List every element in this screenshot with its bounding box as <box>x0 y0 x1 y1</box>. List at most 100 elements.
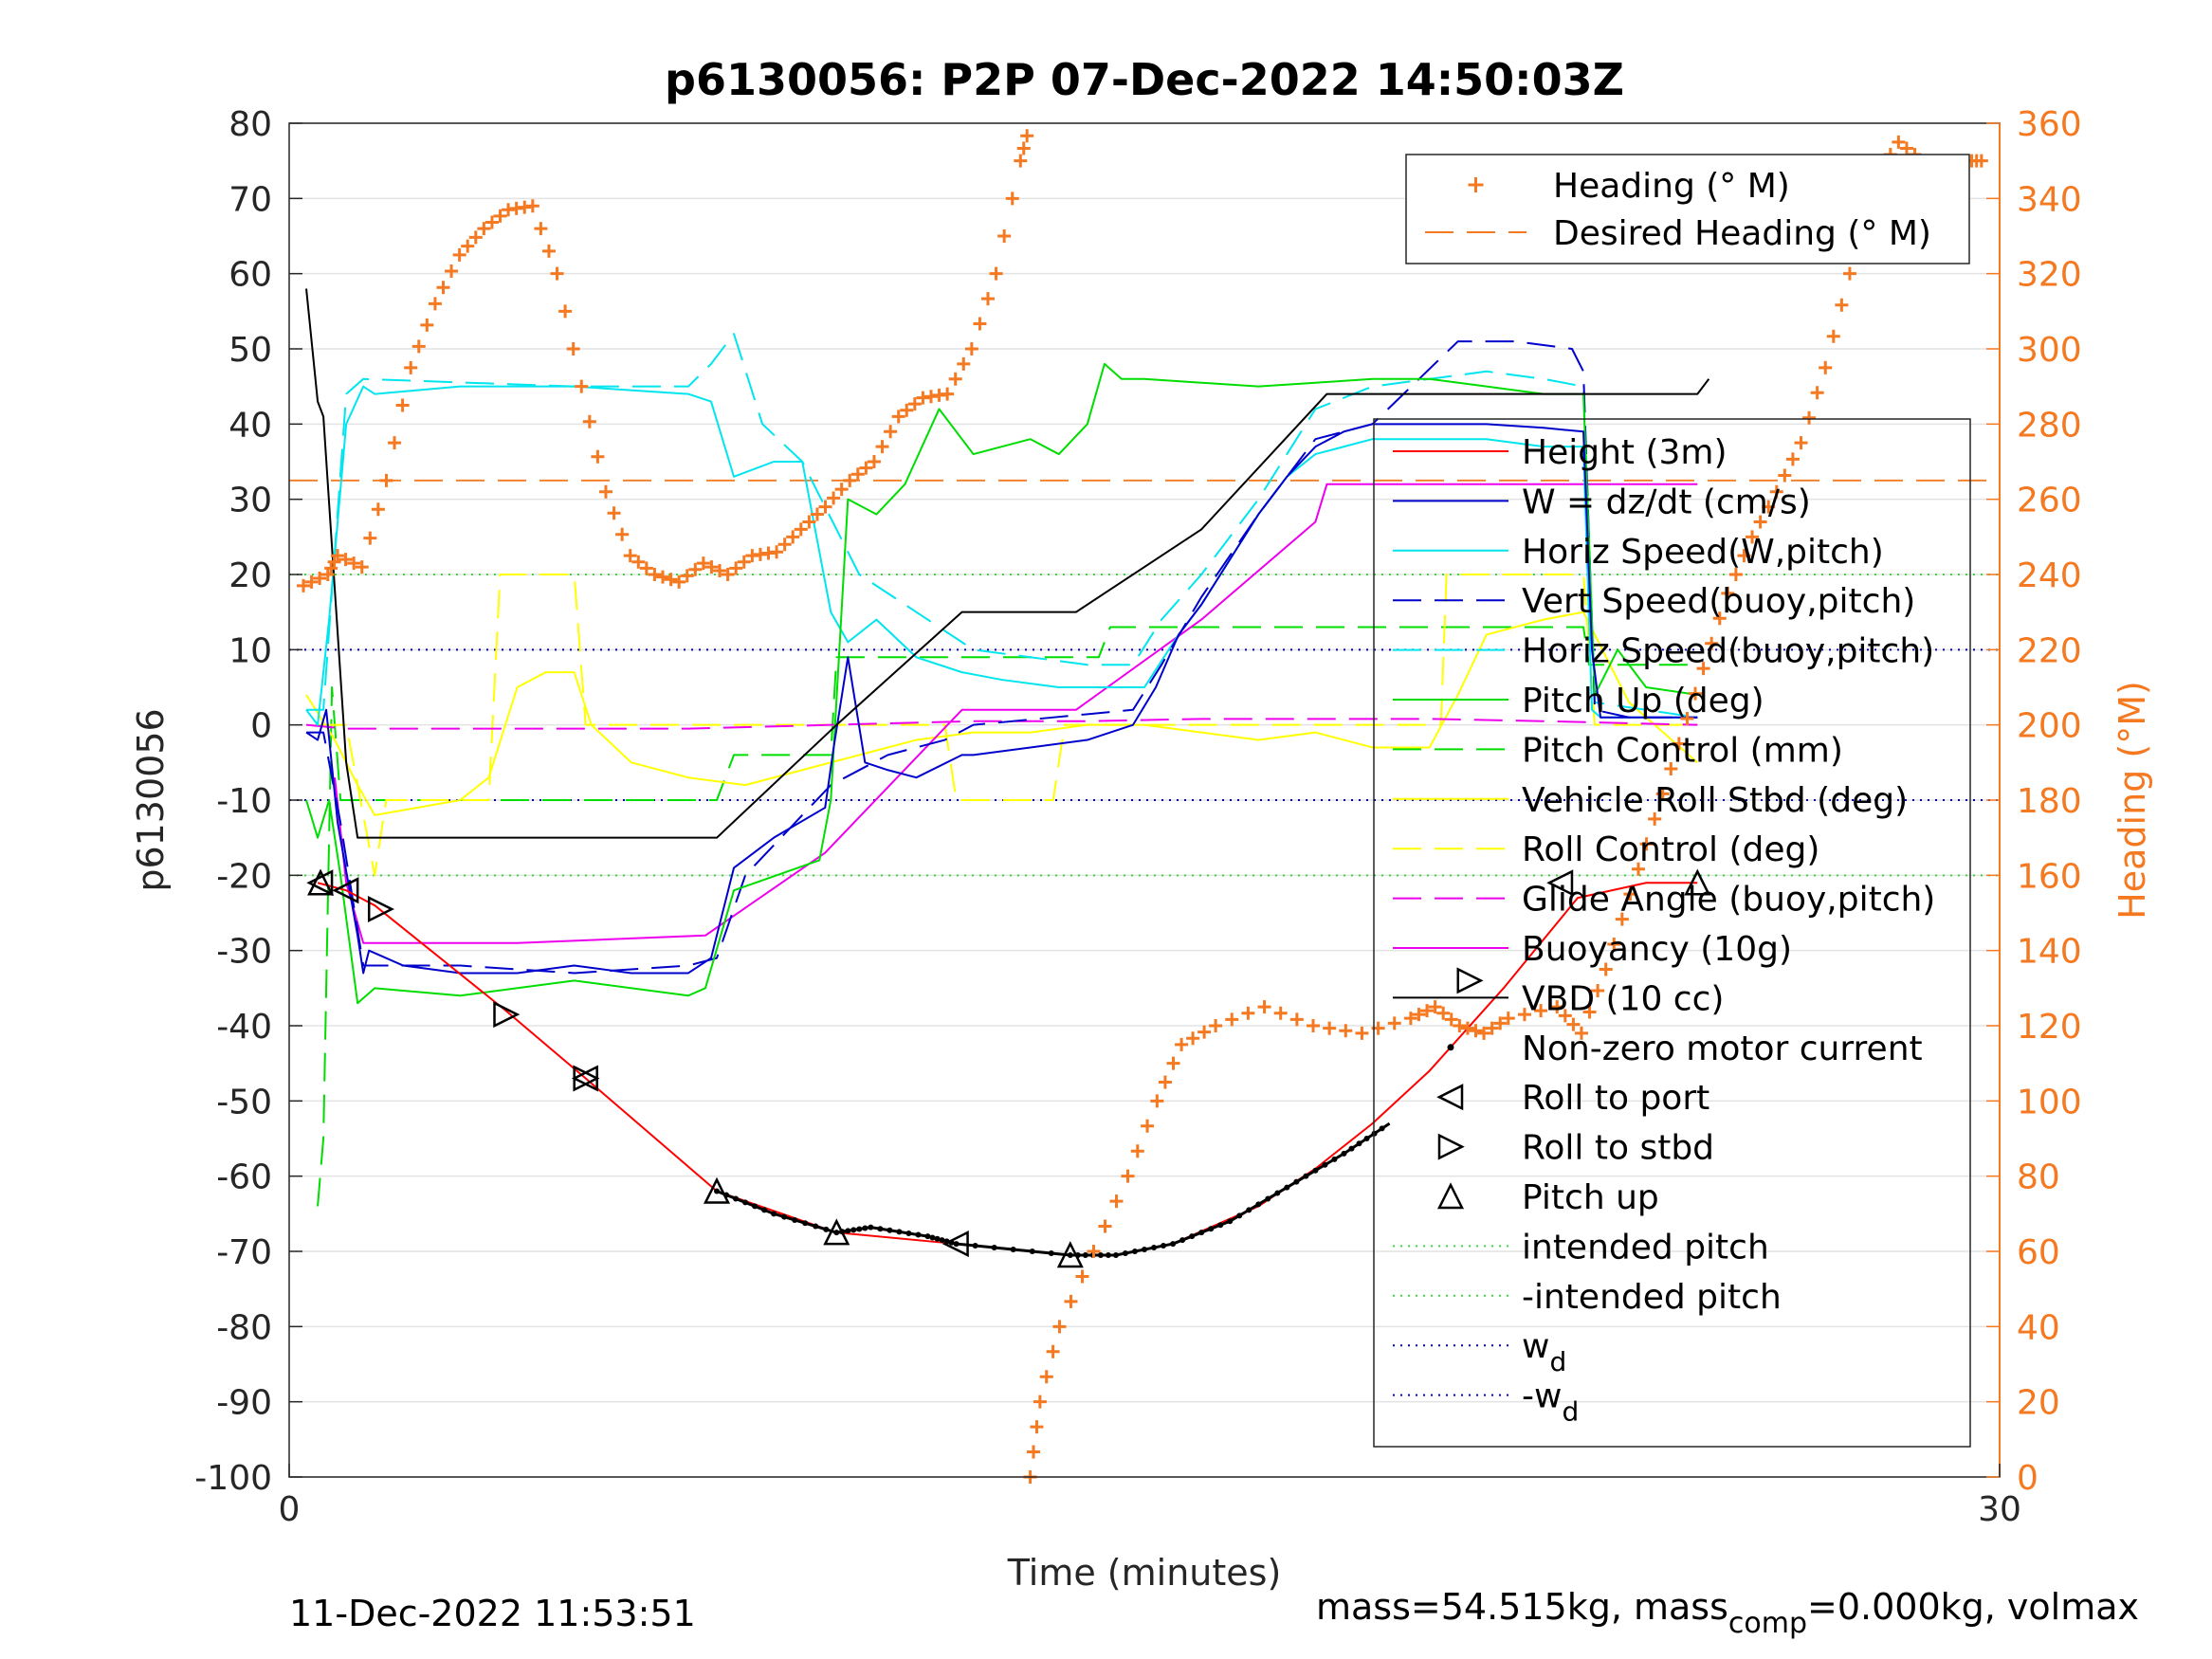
motor-current-dot <box>823 1226 830 1232</box>
heading-marker <box>777 538 792 552</box>
heading-marker <box>1802 410 1817 425</box>
heading-marker <box>1762 500 1776 514</box>
legend-main-label: Glide Angle (buoy,pitch) <box>1522 881 1935 920</box>
tick-label-left: 20 <box>229 556 272 595</box>
heading-marker <box>404 360 418 374</box>
heading-marker <box>981 292 995 306</box>
pitch-up-marker <box>703 1176 731 1204</box>
motor-current-dot <box>934 1235 941 1242</box>
tick-label-right: 320 <box>2017 256 2082 295</box>
heading-marker <box>1225 1012 1239 1027</box>
heading-marker <box>420 318 434 332</box>
heading-marker <box>1257 1000 1271 1014</box>
heading-marker <box>834 483 849 497</box>
heading-marker <box>1648 811 1662 826</box>
heading-marker <box>1599 962 1613 976</box>
legend-swatch <box>1436 1182 1465 1210</box>
motor-current-dot <box>1112 1251 1119 1258</box>
heading-marker <box>1046 1344 1060 1358</box>
tick-label-right: 360 <box>2017 105 2082 144</box>
tick-label-right: 220 <box>2017 631 2082 670</box>
motor-current-dot <box>1029 1249 1035 1254</box>
tick-label-left: -50 <box>216 1083 272 1121</box>
motor-current-dot <box>771 1211 777 1217</box>
legend-swatch <box>1437 1133 1465 1160</box>
motor-current-dot <box>1236 1212 1243 1219</box>
tick-label-right: 340 <box>2017 180 2082 219</box>
heading-marker <box>810 507 824 521</box>
heading-marker <box>997 229 1012 243</box>
heading-marker <box>631 555 646 569</box>
heading-marker <box>891 410 905 424</box>
heading-marker <box>484 215 499 229</box>
tick-label-right: 140 <box>2017 933 2082 972</box>
heading-marker <box>452 247 466 262</box>
heading-marker <box>802 515 816 529</box>
heading-marker <box>331 549 345 563</box>
tick-label-right: 260 <box>2017 482 2082 520</box>
heading-marker <box>558 304 573 319</box>
heading-marker <box>1785 452 1800 466</box>
heading-marker <box>1819 360 1833 374</box>
motor-current-dot <box>1198 1230 1205 1236</box>
motor-current-dot <box>761 1207 768 1213</box>
legend-heading-box <box>1405 154 1970 264</box>
heading-marker <box>566 342 580 356</box>
legend-main-label: intended pitch <box>1522 1228 1769 1267</box>
motor-current-dot <box>1312 1167 1319 1174</box>
series-vbd <box>305 288 1710 839</box>
series-layer <box>297 129 1988 1484</box>
legend-heading-label: Desired Heading (° M) <box>1553 214 1931 253</box>
motor-current-dot <box>924 1233 931 1240</box>
heading-marker <box>1712 611 1727 626</box>
motor-current-dot <box>1131 1249 1138 1254</box>
heading-marker <box>468 230 483 245</box>
y-axis-label-right: Heading (°M) <box>2111 681 2153 920</box>
heading-marker <box>1639 837 1654 851</box>
heading-marker <box>355 560 369 574</box>
x-axis-label: Time (minutes) <box>1007 1552 1282 1594</box>
footer-timestamp: 11-Dec-2022 11:53:51 <box>289 1593 696 1634</box>
heading-marker <box>1355 1026 1369 1040</box>
heading-marker <box>363 531 377 545</box>
heading-marker <box>948 372 962 386</box>
heading-marker <box>1728 568 1743 581</box>
tick-label-left: -20 <box>216 857 272 896</box>
footer-mass-pre: mass=54.515kg, mass <box>1316 1586 1728 1628</box>
heading-marker <box>1696 662 1710 676</box>
tick-label-right: 200 <box>2017 707 2082 746</box>
heading-marker <box>1485 1021 1499 1035</box>
heading-marker <box>1444 1012 1458 1027</box>
motor-current-dot <box>850 1227 857 1233</box>
heading-marker <box>1477 1026 1491 1040</box>
heading-marker <box>1493 1016 1508 1030</box>
tick-label-right: 120 <box>2017 1008 2082 1047</box>
motor-current-dot <box>1189 1233 1196 1240</box>
heading-marker <box>1412 1008 1426 1022</box>
heading-marker <box>428 297 442 311</box>
series-roll-control <box>318 574 1698 877</box>
tick-label-left: 70 <box>229 180 272 219</box>
heading-marker <box>525 199 539 213</box>
heading-marker <box>794 522 808 537</box>
heading-marker <box>1892 135 1906 149</box>
heading-marker <box>1175 1037 1189 1051</box>
heading-marker <box>1098 1219 1112 1233</box>
heading-marker <box>1469 1024 1483 1038</box>
heading-marker <box>1705 636 1719 650</box>
heading-marker <box>1403 1012 1417 1026</box>
heading-marker <box>623 549 637 563</box>
legend-main-label: -intended pitch <box>1522 1278 1782 1317</box>
heading-marker <box>493 209 507 223</box>
heading-marker <box>770 545 784 559</box>
legend-main-label: Pitch up <box>1522 1178 1659 1217</box>
heading-marker <box>672 574 686 589</box>
motor-current-dot <box>781 1213 788 1220</box>
heading-marker <box>1289 1012 1304 1027</box>
heading-marker <box>550 266 564 281</box>
tick-label-left: 40 <box>229 406 272 445</box>
ticks: 80706050403020100-10-20-30-40-50-60-70-8… <box>194 105 2081 1529</box>
motor-current-dot <box>1356 1140 1362 1147</box>
heading-marker <box>304 574 319 589</box>
motor-current-dot <box>1161 1243 1167 1249</box>
